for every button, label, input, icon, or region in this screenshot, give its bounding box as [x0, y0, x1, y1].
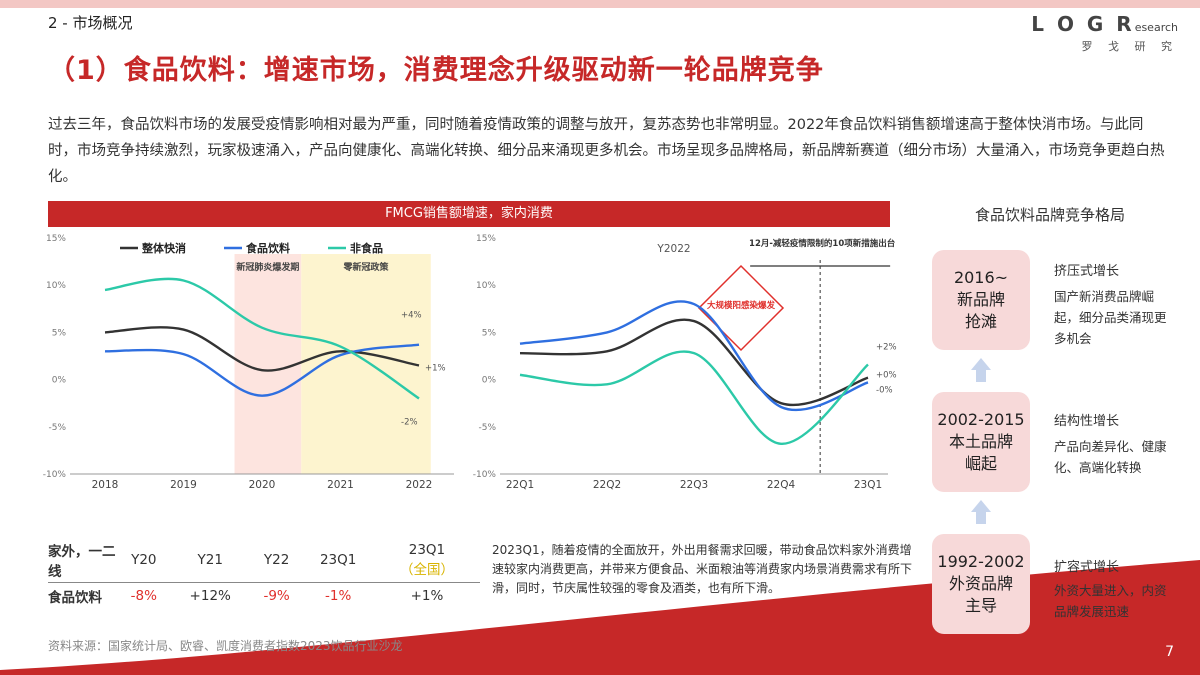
stage-label: 结构性增长: [1054, 414, 1120, 429]
x-tick-label: 2020: [249, 479, 276, 491]
legend-label: 食品饮料: [246, 241, 290, 255]
stage-line: 2002-2015: [937, 410, 1025, 429]
table-row: 食品饮料 -8% +12% -9% -1% +1%: [48, 582, 480, 610]
footer-swoosh: [0, 560, 1200, 675]
y-tick-label: 0%: [52, 376, 67, 386]
x-tick-label: 22Q4: [767, 479, 796, 491]
end-label: +4%: [401, 311, 422, 321]
table-col-note: （全国）: [399, 561, 454, 578]
table-col-header: 23Q1: [302, 538, 374, 583]
stage-label: 扩容式增长: [1054, 560, 1120, 575]
up-arrow-stem: [976, 512, 986, 524]
end-label: +1%: [425, 363, 446, 373]
table-col-header: Y21: [169, 538, 251, 583]
y-tick-label: 15%: [476, 234, 496, 244]
logo-research: esearch: [1134, 21, 1178, 34]
logo: L O G Research 罗 戈 研 究: [1031, 12, 1178, 54]
y-tick-label: 5%: [482, 328, 497, 338]
y-tick-label: -10%: [43, 470, 67, 480]
x-tick-label: 23Q1: [854, 479, 882, 491]
stage-line: 主导: [964, 596, 997, 615]
top-accent-band: [0, 0, 1200, 8]
table-col-header: Y20: [118, 538, 170, 583]
chart-banner: FMCG销售额增速，家内消费: [48, 201, 890, 227]
up-arrow-icon: [971, 500, 991, 512]
stage-description: 产品向差异化、健康化、高端化转换: [1054, 439, 1167, 475]
table-cell: +12%: [189, 588, 231, 605]
legend-label: 整体快消: [141, 241, 186, 255]
page-title: （1）食品饮料：增速市场，消费理念升级驱动新一轮品牌竞争: [48, 55, 824, 86]
logo-subtitle: 罗 戈 研 究: [1081, 40, 1178, 53]
end-label: +2%: [876, 342, 897, 352]
table-category: 食品饮料: [48, 590, 102, 607]
stage-line: 抢滩: [964, 312, 997, 331]
stage-line: 1992-2002: [937, 552, 1025, 571]
up-arrow-icon: [971, 358, 991, 370]
x-tick-label: 2022: [406, 479, 433, 491]
x-tick-label: 22Q2: [593, 479, 621, 491]
logo-mark: L O G R: [1031, 12, 1135, 36]
quarterly-growth-chart: 15% 10% 5% 0% -5% -10% 22Q1 22Q2 22Q3 22Q4 23Q1 12月…: [473, 234, 897, 491]
series-line-2: [519, 350, 869, 445]
band-label: 新冠肺炎爆发期: [236, 261, 299, 273]
logo-brand: L O G Research: [1031, 12, 1178, 36]
y-tick-label: -5%: [478, 423, 496, 433]
source-note: 资料来源：国家统计局、欧睿、凯度消费者指数2023饮品行业沙龙: [48, 639, 403, 653]
y-tick-label: 15%: [46, 234, 66, 244]
x-tick-label: 2018: [92, 479, 119, 491]
chart-subtitle: Y2022: [656, 243, 690, 255]
out-of-home-table: 家外，一二线 Y20 Y21 Y22 23Q1 23Q1 （全国） 食品饮料 -…: [48, 538, 480, 610]
outbreak-stamp: 大规模阳感染爆发: [707, 300, 776, 311]
competition-title: 食品饮料品牌竞争格局: [974, 206, 1125, 224]
intro-paragraph: 过去三年，食品饮料市场的发展受疫情影响相对最为严重，同时随着疫情政策的调整与放开…: [48, 117, 1165, 185]
stage-line: 崛起: [964, 454, 997, 473]
y-tick-label: -10%: [473, 470, 497, 480]
table-cell: +1%: [410, 588, 444, 605]
stage-description: 外资大量进入，内资品牌发展迅速: [1054, 583, 1167, 619]
table-cell: -1%: [325, 588, 352, 605]
stage-description: 国产新消费品牌崛起，细分品类涌现更多机会: [1054, 289, 1167, 346]
table-cell: -9%: [263, 588, 290, 605]
x-tick-label: 2019: [170, 479, 197, 491]
table-cell: -8%: [130, 588, 157, 605]
legend-label: 非食品: [350, 241, 383, 255]
stage-label: 挤压式增长: [1054, 264, 1120, 279]
series-line-0: [519, 318, 869, 407]
end-label: -0%: [876, 385, 893, 395]
table-row-header: 家外，一二线: [48, 538, 118, 583]
y-tick-label: 5%: [52, 328, 67, 338]
table-header-row: 家外，一二线 Y20 Y21 Y22 23Q1 23Q1 （全国）: [48, 538, 480, 583]
stage-line: 外资品牌: [948, 574, 1013, 593]
up-arrow-stem: [976, 370, 986, 382]
recovery-note: 2023Q1，随着疫情的全面放开，外出用餐需求回暖，带动食品饮料家外消费增速较家…: [492, 543, 913, 595]
x-tick-label: 22Q3: [680, 479, 708, 491]
policy-annotation: 12月-减轻疫情限制的10项新措施出台: [749, 238, 896, 249]
y-tick-label: 10%: [476, 281, 496, 291]
table-col-header: Y22: [250, 538, 303, 583]
x-tick-label: 2021: [327, 479, 354, 491]
stage-box-2016: 2016~ 新品牌 抢滩: [932, 250, 1030, 350]
end-label: -2%: [401, 417, 418, 427]
x-tick-label: 22Q1: [506, 479, 534, 491]
stage-line: 本土品牌: [948, 432, 1013, 451]
y-tick-label: 10%: [46, 281, 66, 291]
table-col-header: 23Q1: [408, 541, 446, 558]
y-tick-label: -5%: [48, 423, 66, 433]
stage-line: 新品牌: [956, 290, 1005, 309]
annual-growth-chart: 新冠肺炎爆发期 零新冠政策 15% 10% 5% 0% -5% -10% 2018 2019 202…: [43, 234, 454, 491]
series-line-1: [519, 300, 869, 412]
stage-line: 2016~: [953, 268, 1009, 287]
stage-box-1992: 1992-2002 外资品牌 主导: [932, 534, 1030, 634]
section-label: 2 - 市场概况: [48, 14, 133, 32]
y-tick-label: 0%: [482, 376, 497, 386]
table-col-header-national: 23Q1 （全国）: [373, 538, 480, 583]
stage-box-2002: 2002-2015 本土品牌 崛起: [932, 392, 1030, 492]
page-number: 7: [1165, 644, 1174, 660]
end-label: +0%: [876, 371, 897, 381]
footer-swoosh-shape: [0, 560, 1200, 675]
band-label: 零新冠政策: [343, 261, 390, 273]
